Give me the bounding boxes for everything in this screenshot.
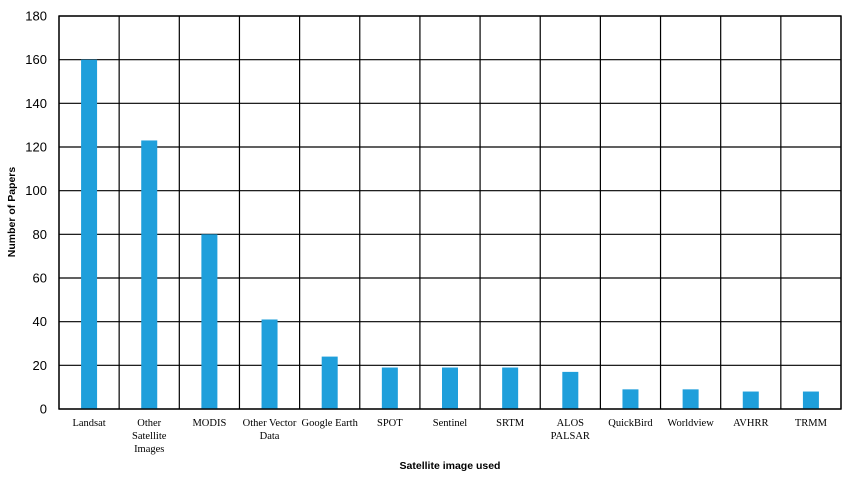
y-tick-label: 80 bbox=[33, 227, 47, 242]
bar bbox=[802, 391, 819, 409]
x-tick-label: QuickBird bbox=[608, 418, 653, 429]
y-tick-label: 40 bbox=[33, 314, 47, 329]
y-tick-label: 160 bbox=[25, 52, 47, 67]
bar bbox=[321, 356, 338, 409]
x-axis-title: Satellite image used bbox=[400, 460, 501, 472]
x-tick-label: Sentinel bbox=[433, 418, 467, 429]
bar bbox=[682, 389, 699, 409]
plot-frame bbox=[58, 15, 842, 410]
bar bbox=[442, 367, 458, 409]
y-tick-label: 100 bbox=[25, 183, 47, 198]
y-tick-label: 60 bbox=[33, 271, 47, 286]
grid-lines bbox=[58, 15, 842, 410]
bars bbox=[81, 59, 819, 410]
x-tick-label: Worldview bbox=[667, 418, 714, 429]
bar bbox=[261, 319, 278, 409]
bar bbox=[201, 234, 218, 409]
x-tick-label: AVHRR bbox=[733, 418, 768, 429]
bar bbox=[81, 59, 98, 410]
y-tick-label: 180 bbox=[25, 9, 47, 24]
x-tick-label: SRTM bbox=[496, 418, 525, 429]
x-tick-label: Landsat bbox=[72, 418, 105, 429]
bar bbox=[381, 367, 398, 409]
x-tick-label: Other Satellite Images bbox=[132, 418, 167, 455]
bar bbox=[562, 371, 579, 409]
y-tick-label: 140 bbox=[25, 96, 47, 111]
y-axis-title: Number of Papers bbox=[6, 167, 18, 258]
y-tick-labels: 0 20 40 60 80 100 120 140 160 180 bbox=[25, 9, 47, 417]
x-tick-labels: Landsat Other Satellite Images MODIS Other Ve… bbox=[72, 418, 827, 455]
bar bbox=[742, 391, 759, 409]
plot-border bbox=[58, 15, 842, 410]
y-tick-label: 0 bbox=[40, 402, 47, 417]
bar bbox=[141, 140, 158, 409]
x-tick-label: ALOS PALSAR bbox=[551, 418, 590, 442]
x-tick-label: SPOT bbox=[377, 418, 403, 429]
x-tick-label: TRMM bbox=[795, 418, 828, 429]
y-tick-label: 120 bbox=[25, 140, 47, 155]
y-tick-label: 20 bbox=[33, 358, 47, 373]
bar bbox=[622, 389, 639, 409]
x-tick-label: Other Vector Data bbox=[243, 418, 297, 442]
x-tick-label: Google Earth bbox=[302, 418, 359, 429]
x-tick-label: MODIS bbox=[192, 418, 226, 429]
bar bbox=[502, 367, 519, 409]
